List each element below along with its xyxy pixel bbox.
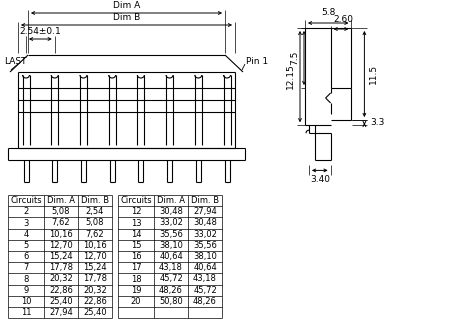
Text: 5,08: 5,08 [86, 218, 104, 227]
Text: 5: 5 [23, 241, 29, 250]
Text: 3: 3 [23, 218, 29, 227]
Text: 40,64: 40,64 [193, 263, 217, 272]
Text: 5.8: 5.8 [321, 8, 335, 17]
Text: 22,86: 22,86 [49, 286, 73, 295]
Text: 15,24: 15,24 [49, 252, 73, 261]
Text: 4: 4 [23, 230, 29, 239]
Text: 9: 9 [23, 286, 29, 295]
Text: 7.5: 7.5 [290, 51, 299, 65]
Text: 18: 18 [130, 275, 141, 284]
Text: 43,18: 43,18 [193, 275, 217, 284]
Text: 3.3: 3.3 [370, 118, 385, 127]
Text: 10,16: 10,16 [49, 230, 73, 239]
Text: 20,32: 20,32 [83, 286, 107, 295]
Text: 6: 6 [23, 252, 29, 261]
Text: 15,24: 15,24 [83, 263, 107, 272]
Text: LAST: LAST [4, 57, 27, 66]
Text: 13: 13 [130, 218, 141, 227]
Text: 35,56: 35,56 [159, 230, 183, 239]
Text: 20,32: 20,32 [49, 275, 73, 284]
Text: 43,18: 43,18 [159, 263, 183, 272]
Text: 38,10: 38,10 [159, 241, 183, 250]
Text: 11.5: 11.5 [369, 64, 378, 84]
Text: 17,78: 17,78 [49, 263, 73, 272]
Text: 25,40: 25,40 [49, 297, 73, 306]
Text: 12.15: 12.15 [286, 64, 295, 90]
Text: 35,56: 35,56 [193, 241, 217, 250]
Text: Circuits: Circuits [10, 196, 42, 205]
Text: 15: 15 [131, 241, 141, 250]
Text: 25,40: 25,40 [83, 308, 107, 317]
Text: 10: 10 [21, 297, 31, 306]
Text: 12,70: 12,70 [49, 241, 73, 250]
Text: Dim. A: Dim. A [157, 196, 185, 205]
Text: 11: 11 [21, 308, 31, 317]
Text: 12: 12 [131, 207, 141, 216]
Text: 48,26: 48,26 [193, 297, 217, 306]
Text: 8: 8 [23, 275, 29, 284]
Text: 27,94: 27,94 [49, 308, 73, 317]
Text: 38,10: 38,10 [193, 252, 217, 261]
Text: Dim B: Dim B [113, 13, 140, 22]
Text: 40,64: 40,64 [159, 252, 183, 261]
Text: 45,72: 45,72 [193, 286, 217, 295]
Text: 20: 20 [131, 297, 141, 306]
Text: Pin 1: Pin 1 [246, 57, 268, 66]
Text: 2,54: 2,54 [86, 207, 104, 216]
Text: 48,26: 48,26 [159, 286, 183, 295]
Text: 19: 19 [131, 286, 141, 295]
Text: 22,86: 22,86 [83, 297, 107, 306]
Text: 7,62: 7,62 [52, 218, 70, 227]
Text: Circuits: Circuits [120, 196, 152, 205]
Text: 50,80: 50,80 [159, 297, 183, 306]
Text: 5,08: 5,08 [52, 207, 70, 216]
Text: 27,94: 27,94 [193, 207, 217, 216]
Text: 2: 2 [23, 207, 29, 216]
Text: 17,78: 17,78 [83, 275, 107, 284]
Text: 17: 17 [130, 263, 141, 272]
Text: 30,48: 30,48 [193, 218, 217, 227]
Text: 2.60: 2.60 [333, 15, 353, 24]
Text: 45,72: 45,72 [159, 275, 183, 284]
Text: 7,62: 7,62 [86, 230, 104, 239]
Text: 3.40: 3.40 [310, 175, 330, 184]
Text: 7: 7 [23, 263, 29, 272]
Text: Dim. B: Dim. B [191, 196, 219, 205]
Text: 14: 14 [131, 230, 141, 239]
Text: 12,70: 12,70 [83, 252, 107, 261]
Text: 2.54±0.1: 2.54±0.1 [19, 27, 61, 36]
Text: 33,02: 33,02 [159, 218, 183, 227]
Text: 16: 16 [130, 252, 141, 261]
Text: Dim A: Dim A [113, 1, 140, 10]
Text: 10,16: 10,16 [83, 241, 107, 250]
Text: 33,02: 33,02 [193, 230, 217, 239]
Text: 30,48: 30,48 [159, 207, 183, 216]
Text: Dim. A: Dim. A [47, 196, 75, 205]
Text: Dim. B: Dim. B [81, 196, 109, 205]
